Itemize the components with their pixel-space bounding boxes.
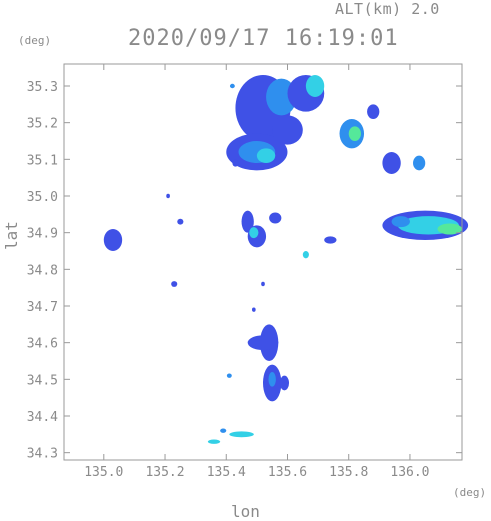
y-tick-label-4: 34.7 (27, 300, 58, 315)
y-tick-label-0: 34.3 (27, 447, 58, 462)
echo-region-16 (391, 216, 410, 228)
altitude-label: ALT(km) 2.0 (335, 0, 440, 18)
echo-region-28 (279, 375, 290, 391)
echo-region-9 (348, 126, 361, 141)
echo-region-10 (367, 104, 380, 119)
x-axis-label: lon (231, 502, 260, 521)
echo-region-30 (207, 439, 221, 444)
echo-region-29 (229, 431, 254, 438)
x-tick-label-3: 135.6 (268, 465, 307, 480)
y-tick-label-3: 34.6 (27, 337, 58, 352)
axis-ticks: 135.0 135.2 135.4 135.6 135.8 136.0 34.3 34.4 34… (27, 64, 462, 480)
echo-layer (103, 75, 469, 444)
echo-region-21 (269, 212, 282, 224)
echo-region-25 (247, 335, 279, 350)
echo-region-22 (324, 236, 337, 244)
chart-title-timestamp: 2020/09/17 16:19:01 (128, 26, 399, 51)
echo-region-38 (261, 281, 265, 287)
echo-region-37 (229, 83, 235, 89)
y-tick-label-1: 34.4 (27, 410, 58, 425)
echo-region-27 (268, 372, 276, 387)
y-tick-label-9: 35.2 (27, 117, 58, 132)
x-tick-label-5: 136.0 (390, 465, 429, 480)
echo-region-11 (382, 152, 401, 174)
y-tick-label-7: 35.0 (27, 190, 58, 205)
y-axis-unit: (deg) (18, 34, 52, 47)
echo-region-33 (177, 218, 184, 225)
echo-region-32 (226, 373, 232, 378)
y-tick-label-10: 35.3 (27, 80, 58, 95)
echo-region-4 (256, 148, 276, 164)
echo-region-7 (272, 115, 303, 145)
x-axis-unit: (deg) (453, 486, 487, 499)
x-tick-label-1: 135.2 (145, 465, 184, 480)
y-tick-label-6: 34.9 (27, 227, 58, 242)
y-tick-label-8: 35.1 (27, 153, 58, 168)
echo-region-35 (166, 193, 170, 199)
echo-region-39 (251, 307, 256, 312)
echo-region-23 (302, 251, 309, 259)
echo-region-18 (241, 210, 254, 233)
x-tick-label-2: 135.4 (207, 465, 246, 480)
echo-region-12 (413, 155, 426, 171)
plot-frame (63, 63, 463, 461)
echo-region-6 (305, 75, 325, 97)
x-tick-label-4: 135.8 (329, 465, 368, 480)
echo-region-20 (249, 227, 259, 239)
x-tick-label-0: 135.0 (84, 465, 123, 480)
echo-region-15 (437, 223, 462, 235)
y-tick-label-2: 34.5 (27, 373, 58, 388)
echo-region-31 (220, 428, 227, 433)
echo-region-17 (103, 229, 123, 251)
echo-region-34 (171, 281, 178, 287)
y-tick-label-5: 34.8 (27, 263, 58, 278)
echo-region-36 (232, 159, 239, 167)
